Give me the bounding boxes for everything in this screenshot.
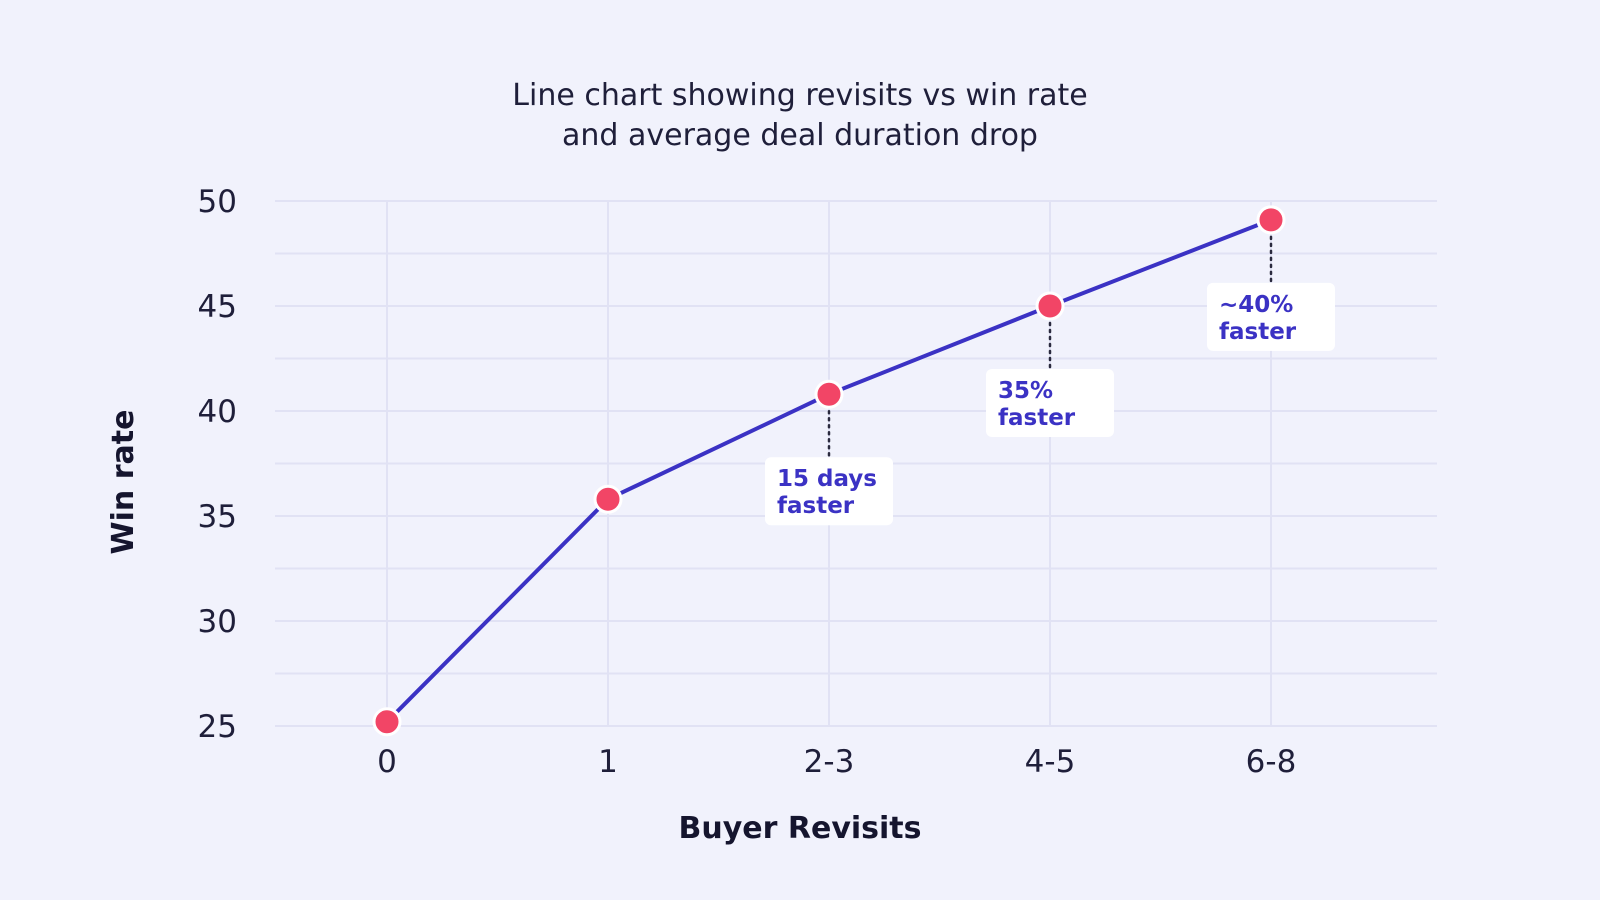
x-tick-label: 0 [377, 744, 397, 780]
y-tick-label: 40 [198, 394, 237, 430]
data-point [814, 379, 844, 409]
data-point [372, 707, 402, 737]
annotation-text: faster [998, 405, 1076, 431]
y-tick-label: 50 [198, 184, 237, 220]
data-point [1035, 291, 1065, 321]
annotation-text: faster [777, 493, 855, 519]
annotation-text: 15 days [777, 466, 877, 492]
x-tick-label: 1 [598, 744, 618, 780]
annotation-callout: ~40%faster [1207, 282, 1335, 351]
annotation-box [986, 369, 1114, 437]
y-tick-label: 25 [198, 709, 237, 745]
x-tick-label: 4-5 [1025, 744, 1076, 780]
chart-title-line-2: and average deal duration drop [562, 118, 1038, 153]
annotation-text: faster [1219, 319, 1297, 345]
y-tick-label: 45 [198, 289, 237, 325]
annotation-connectors [827, 228, 1273, 459]
y-tick-label: 35 [198, 499, 237, 535]
annotation-box [1207, 282, 1335, 351]
y-axis-label: Win rate [106, 410, 141, 555]
x-axis-ticks: 0 1 2-3 4-5 6-8 [377, 744, 1296, 780]
data-point [593, 484, 623, 514]
x-axis-label: Buyer Revisits [679, 811, 922, 846]
y-tick-label: 30 [198, 604, 237, 640]
y-axis-ticks: 25 30 35 40 45 50 [198, 184, 237, 745]
x-tick-label: 6-8 [1246, 744, 1297, 780]
annotation-box [765, 457, 893, 526]
annotation-callout: 35%faster [986, 369, 1114, 437]
chart-title-line-1: Line chart showing revisits vs win rate [512, 78, 1087, 113]
data-point [1256, 205, 1286, 235]
chart-title: Line chart showing revisits vs win rate … [512, 78, 1087, 153]
annotation-text: 35% [998, 378, 1053, 404]
data-points [372, 205, 1286, 737]
annotation-text: ~40% [1219, 292, 1293, 318]
x-tick-label: 2-3 [804, 744, 855, 780]
